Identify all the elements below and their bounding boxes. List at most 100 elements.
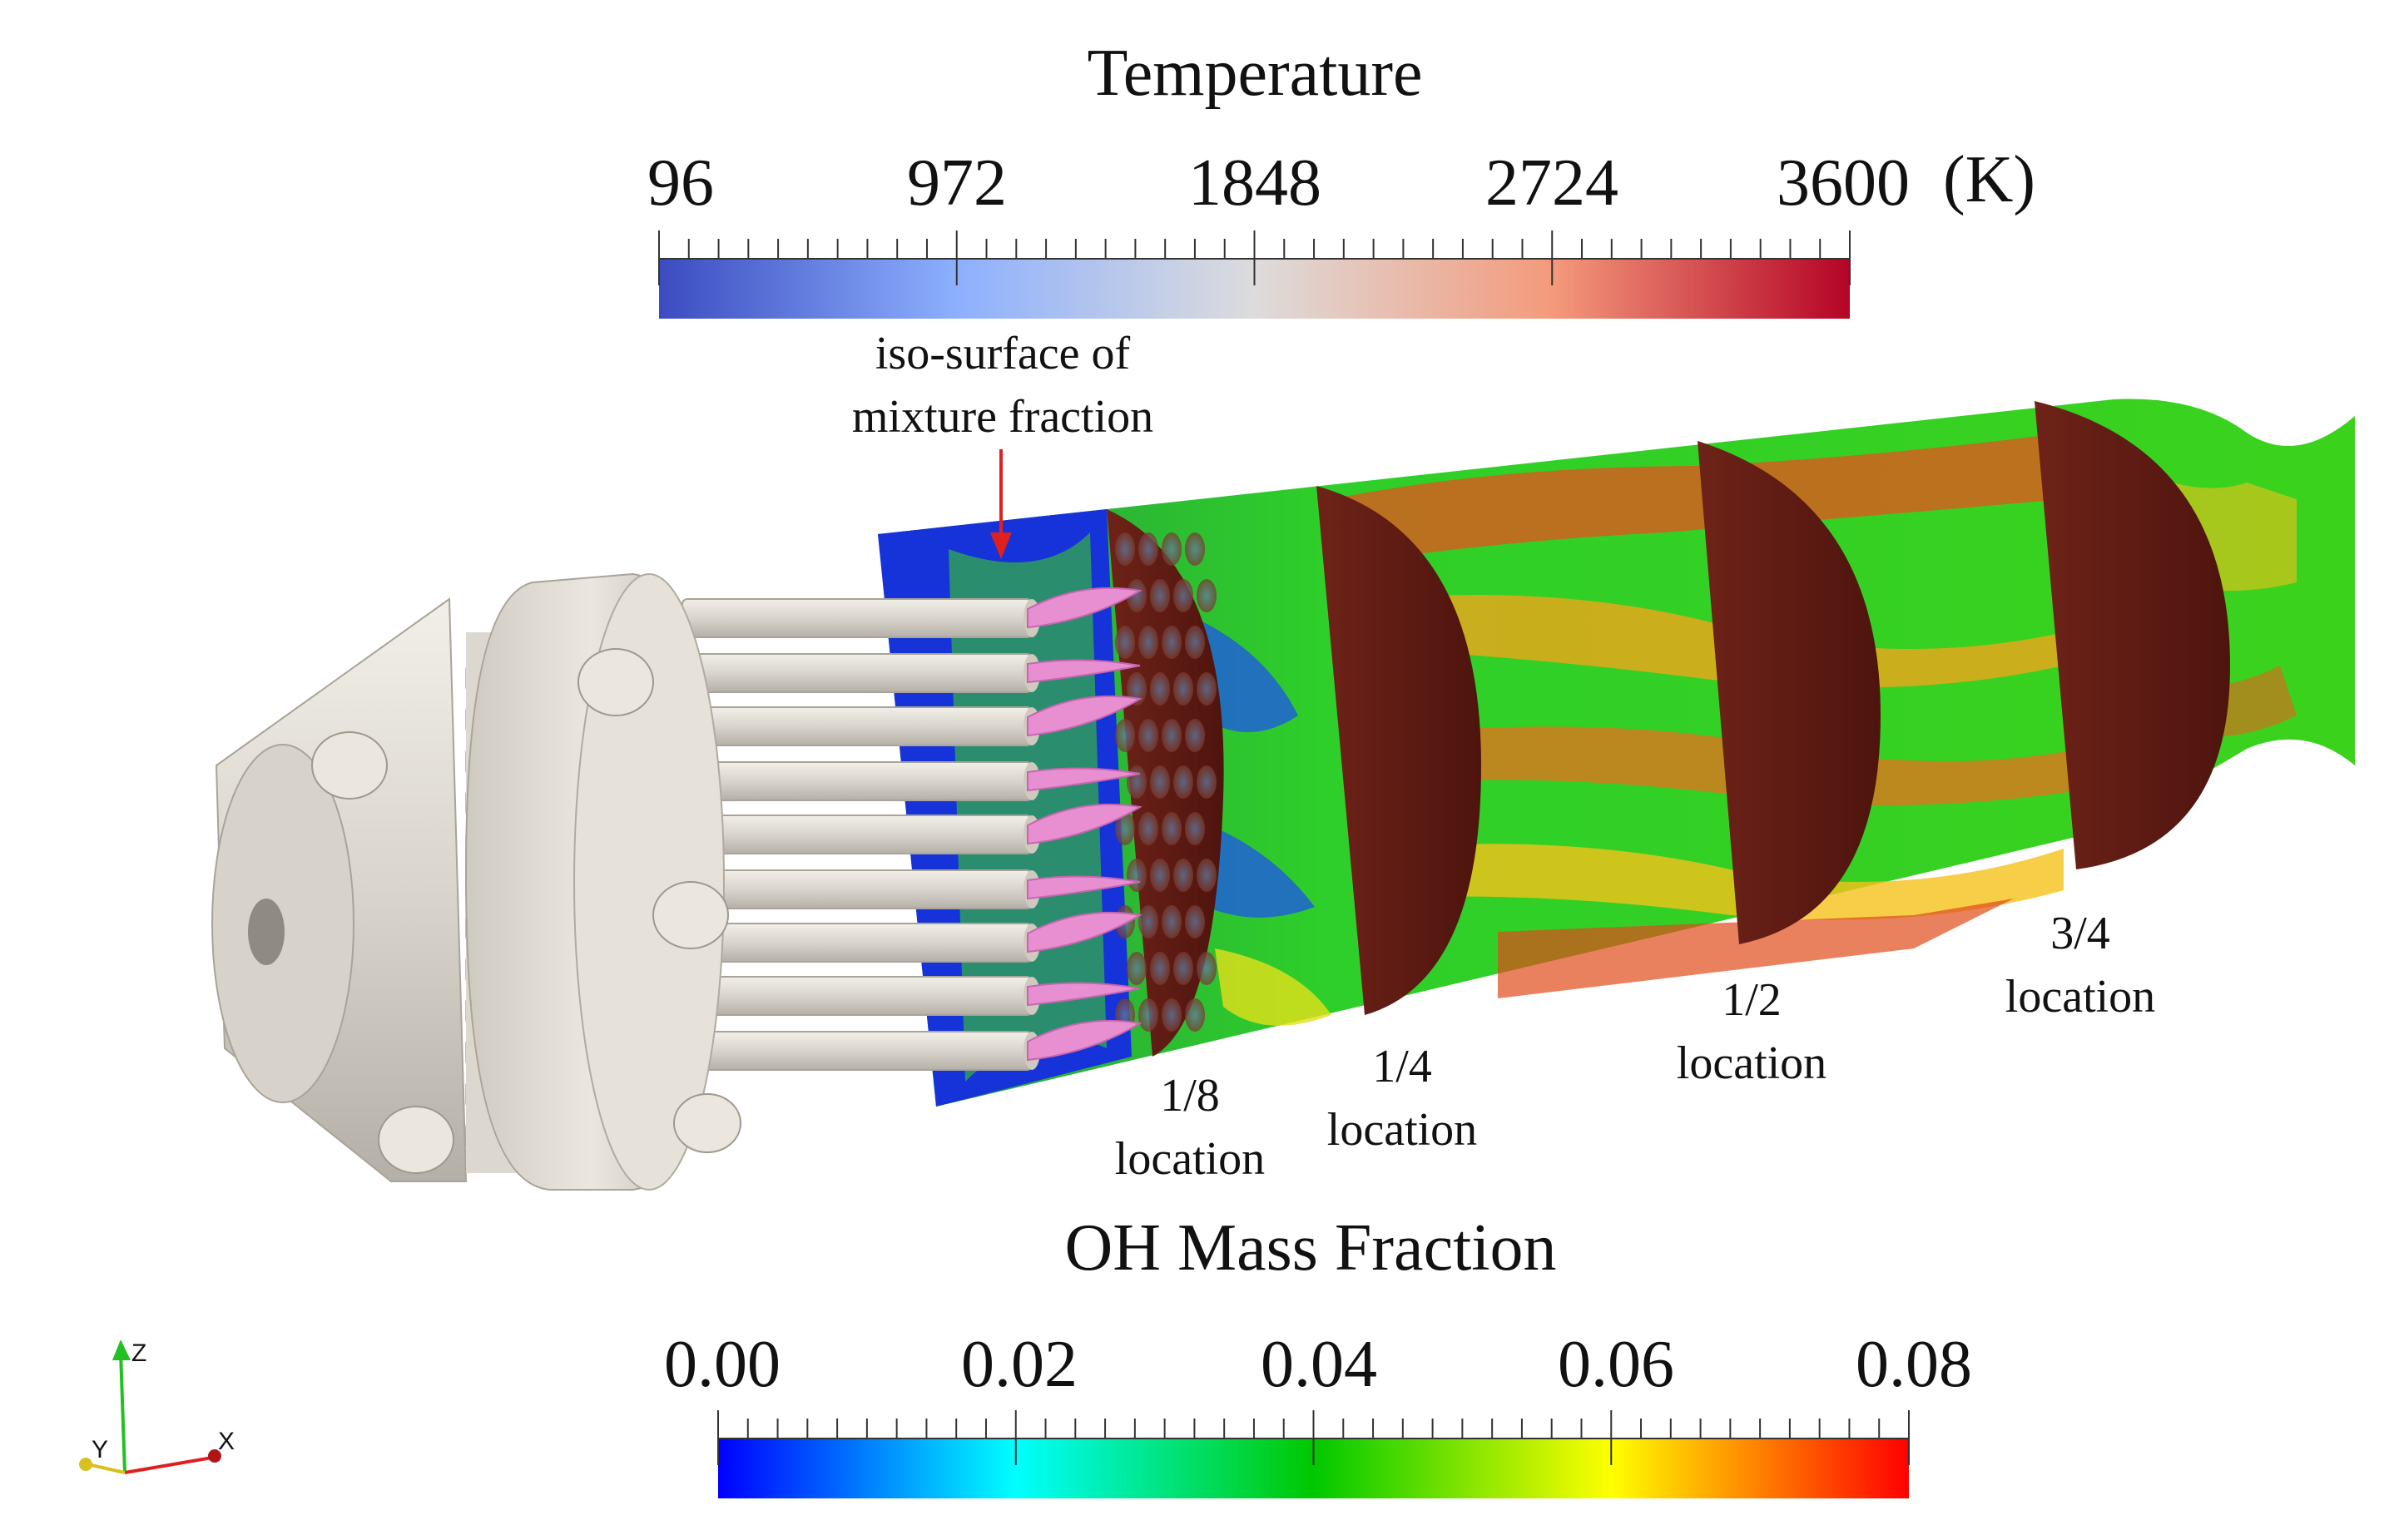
temperature-tick-4: 3600 <box>1777 146 1910 220</box>
oh-cell <box>1173 859 1193 892</box>
location-3-4-word: location <box>2005 970 2156 1023</box>
location-3-4-fraction: 3/4 <box>2050 908 2110 959</box>
oh-cell <box>1127 579 1147 612</box>
oh-cell <box>1162 812 1182 845</box>
oh-cell <box>1197 765 1217 799</box>
location-1-4-word: location <box>1326 1103 1478 1156</box>
temperature-tick-2: 1848 <box>1188 146 1321 220</box>
location-1-2-fraction: 1/2 <box>1722 974 1782 1026</box>
injector-tube <box>682 923 1033 963</box>
oh-cell <box>1138 998 1158 1032</box>
iso-surface-plume <box>1027 1019 1142 1062</box>
oh-cell <box>1127 952 1147 985</box>
location-1-8-fraction: 1/8 <box>1160 1070 1220 1122</box>
oh-cell <box>1150 672 1170 706</box>
boss-right <box>652 881 729 949</box>
temperature-tick-1: 972 <box>907 146 1007 220</box>
oh-cell <box>1185 719 1205 752</box>
temperature-colorbar <box>658 230 1851 319</box>
oh-tick-0: 0.00 <box>664 1328 781 1401</box>
manifold-port <box>248 899 285 965</box>
oh-cell <box>1173 579 1193 612</box>
oh-cell <box>1162 532 1182 566</box>
oh-cell <box>1127 765 1147 799</box>
boss-bottom <box>378 1106 454 1174</box>
iso-surface-plume <box>1027 911 1142 953</box>
iso-surface-plume <box>1027 803 1142 845</box>
oh-cell <box>1173 952 1193 985</box>
iso-surface-plume <box>1027 587 1142 629</box>
hot-streak <box>1331 433 2064 566</box>
location-1-4-label: 1/4 location <box>1294 1036 1510 1161</box>
oh-cell <box>1197 859 1217 892</box>
oh-tick-2: 0.04 <box>1261 1328 1377 1401</box>
isosurface-arrow <box>990 449 1012 559</box>
oh-cell <box>1138 812 1158 845</box>
iso-surface-plume <box>1027 767 1141 792</box>
oh-cell <box>1173 672 1193 706</box>
isosurface-label-line2: mixture fraction <box>851 390 1154 443</box>
boss-left <box>311 731 388 800</box>
oh-cell <box>1197 952 1217 985</box>
oh-cell <box>1150 859 1170 892</box>
injector-tube <box>682 869 1033 909</box>
location-3-4-label: 3/4 location <box>1972 903 2188 1028</box>
y-axis <box>87 1463 126 1474</box>
oh-disk-1-2 <box>1698 441 1881 944</box>
temperature-tick-3: 2724 <box>1485 146 1618 220</box>
oh-cell <box>1162 719 1182 752</box>
injector-assembly <box>211 572 1040 1191</box>
oh-disk-1-4 <box>1316 486 1481 1015</box>
oh-cell <box>1115 719 1135 752</box>
oh-cell <box>1185 626 1205 659</box>
injector-tube <box>682 706 1033 746</box>
oh-cell <box>1115 626 1135 659</box>
boss-top <box>577 648 654 716</box>
oh-cell <box>1115 812 1135 845</box>
iso-surface-plumes <box>1027 587 1142 1062</box>
oh-cell <box>1162 905 1182 938</box>
oh-tick-3: 0.06 <box>1558 1328 1674 1401</box>
iso-surface-plume <box>1027 695 1142 737</box>
injector-tube <box>682 1031 1033 1071</box>
orientation-axes <box>79 1339 221 1474</box>
injector-tube <box>682 653 1033 693</box>
oh-cell <box>1138 719 1158 752</box>
oh-cell <box>1138 626 1158 659</box>
iso-surface-plume <box>1027 875 1141 900</box>
oh-cell <box>1173 765 1193 799</box>
oh-cell <box>1197 579 1217 612</box>
oh-cell <box>1150 579 1170 612</box>
oh-cell <box>1185 998 1205 1032</box>
oh-cell <box>1162 998 1182 1032</box>
oh-cell <box>1162 626 1182 659</box>
oh-tick-4: 0.08 <box>1856 1328 1972 1401</box>
boss-lower <box>673 1093 741 1153</box>
injector-tube <box>682 598 1033 638</box>
oh-cell <box>1185 532 1205 566</box>
z-axis <box>119 1351 126 1473</box>
temperature-tick-0: 96 <box>647 146 714 220</box>
oh-cell <box>1127 859 1147 892</box>
oh-minor-ticks <box>717 1410 1910 1465</box>
oh-disk-3-4 <box>2035 401 2230 869</box>
axis-y-label: Y <box>92 1436 109 1463</box>
iso-surface-plume <box>1027 659 1141 684</box>
location-1-4-fraction: 1/4 <box>1372 1041 1432 1092</box>
injector-tube <box>682 761 1033 801</box>
location-1-2-word: location <box>1676 1037 1827 1089</box>
location-1-8-word: location <box>1114 1132 1266 1185</box>
oh-cell <box>1185 812 1205 845</box>
temperature-title: Temperature <box>1087 37 1423 110</box>
oh-cell <box>1197 672 1217 706</box>
axis-x-label: X <box>218 1428 235 1455</box>
x-axis <box>124 1456 213 1474</box>
injector-tube <box>682 815 1033 854</box>
oh-cell <box>1115 532 1135 566</box>
temperature-unit: (K) <box>1943 143 2036 216</box>
axis-z-label: Z <box>131 1339 147 1367</box>
injector-tube <box>682 976 1033 1016</box>
oh-cell <box>1185 905 1205 938</box>
iso-surface-plume <box>1027 982 1141 1007</box>
